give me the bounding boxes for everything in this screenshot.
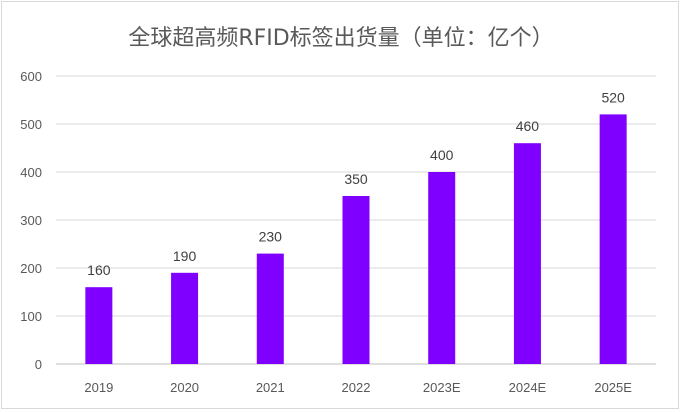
y-tick-label: 400 — [20, 165, 42, 180]
data-label: 230 — [259, 229, 283, 245]
data-label: 460 — [516, 118, 540, 134]
bars — [85, 114, 627, 365]
y-tick-label: 300 — [20, 213, 42, 228]
data-label: 350 — [344, 171, 368, 187]
y-tick-label: 500 — [20, 117, 42, 132]
bar — [599, 114, 627, 365]
chart-title: 全球超高频RFID标签出货量（单位：亿个） — [128, 26, 554, 51]
x-tick-label: 2021 — [256, 380, 285, 395]
bar — [513, 143, 541, 364]
y-tick-label: 200 — [20, 261, 42, 276]
y-tick-label: 0 — [35, 357, 42, 372]
data-labels: 160 190 230 350 400 460 520 — [87, 89, 625, 278]
data-label: 520 — [601, 89, 625, 105]
y-tick-label: 600 — [20, 69, 42, 84]
x-tick-label: 2024E — [509, 380, 547, 395]
x-axis-ticks: 2019 2020 2021 2022 2023E 2024E 2025E — [84, 380, 632, 395]
data-label: 400 — [430, 147, 454, 163]
x-tick-label: 2019 — [84, 380, 113, 395]
bar — [171, 272, 199, 364]
x-tick-label: 2025E — [594, 380, 632, 395]
y-tick-label: 100 — [20, 309, 42, 324]
data-label: 160 — [87, 262, 111, 278]
data-label: 190 — [173, 248, 197, 264]
x-tick-label: 2022 — [342, 380, 371, 395]
bar — [85, 287, 113, 364]
x-tick-label: 2023E — [423, 380, 461, 395]
bar — [256, 253, 284, 364]
bar — [342, 196, 370, 364]
x-tick-label: 2020 — [170, 380, 199, 395]
bar — [428, 172, 456, 364]
y-axis-ticks: 0 100 200 300 400 500 600 — [20, 69, 42, 372]
